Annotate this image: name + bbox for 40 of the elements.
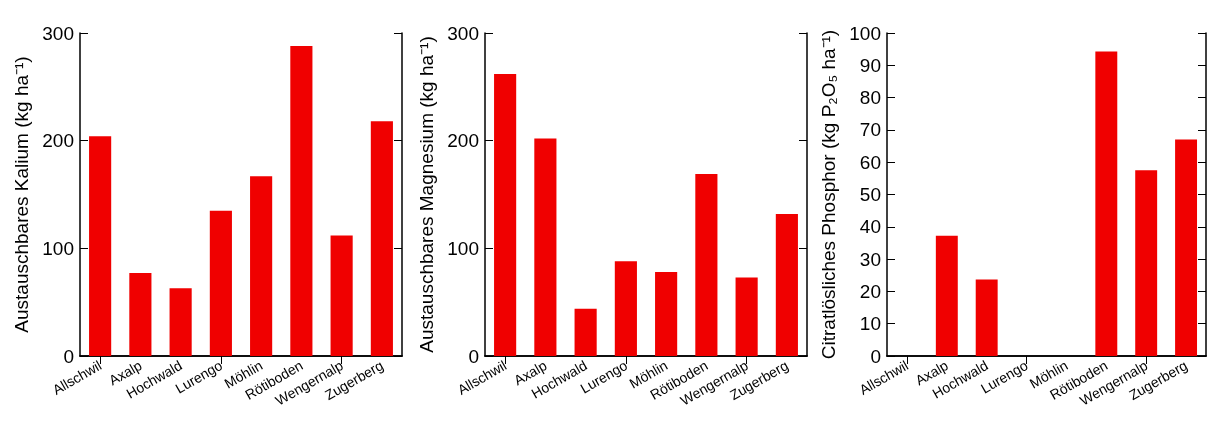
bar	[1095, 51, 1118, 356]
y-tick-label: 20	[859, 280, 881, 302]
bar	[534, 138, 557, 356]
bar	[330, 235, 353, 356]
bar	[250, 176, 273, 356]
bar	[695, 174, 718, 356]
bar	[1175, 139, 1198, 356]
y-tick-label: 50	[859, 184, 881, 205]
y-tick-label: 70	[859, 119, 881, 141]
bar	[655, 272, 678, 356]
y-tick-label: 100	[447, 237, 479, 259]
y-axis-title: Citratlösliches Phosphor (kg P₂O₅ ha⁻¹)	[818, 29, 840, 360]
y-axis-title: Austauschbares Kalium (kg ha⁻¹)	[11, 56, 33, 333]
bar	[494, 73, 517, 356]
bar	[370, 121, 393, 356]
y-axis-title: Austauschbares Magnesium (kg ha⁻¹)	[416, 36, 438, 353]
y-tick-label: 60	[859, 151, 881, 173]
y-tick-label: 200	[42, 130, 74, 152]
bar	[129, 273, 152, 356]
bar	[574, 308, 597, 356]
bar	[1135, 170, 1158, 356]
bar	[290, 45, 313, 356]
y-tick-label: 100	[849, 22, 881, 44]
y-tick-label: 10	[859, 313, 881, 335]
y-tick-label: 300	[42, 22, 74, 44]
y-tick-label: 40	[859, 216, 881, 238]
bar	[775, 213, 798, 356]
y-tick-label: 300	[447, 22, 479, 44]
bar	[975, 279, 998, 356]
y-tick-label: 100	[42, 237, 74, 259]
bar	[169, 288, 192, 356]
bar	[89, 136, 112, 356]
bar	[209, 210, 232, 356]
y-tick-label: 200	[447, 130, 479, 152]
y-tick-label: 30	[859, 248, 881, 270]
y-tick-label: 80	[859, 87, 881, 109]
bar	[735, 277, 758, 356]
bar	[935, 235, 958, 356]
bar	[614, 261, 637, 356]
y-tick-label: 90	[859, 54, 881, 76]
